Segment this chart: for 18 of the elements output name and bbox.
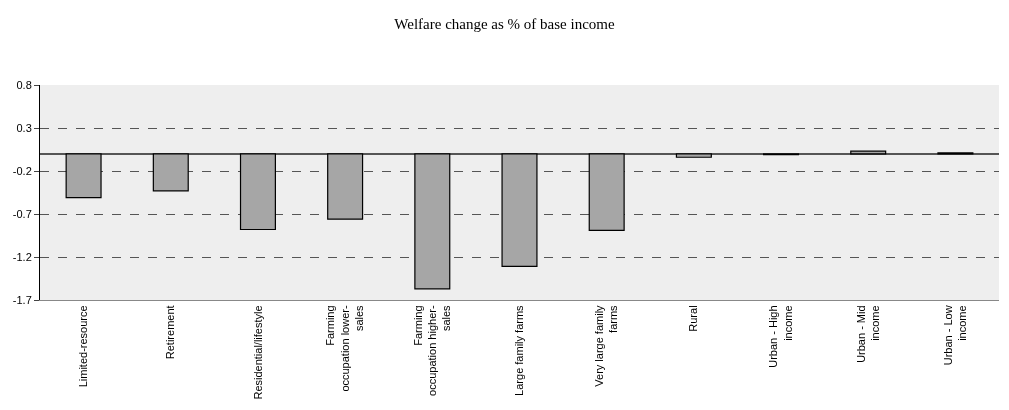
- y-tick-label: -1.2: [12, 250, 32, 263]
- x-tick-label: Retirement: [164, 305, 177, 360]
- x-tick-label: Farming occupation higher- sales: [411, 304, 453, 396]
- y-tick-label: -0.7: [12, 207, 32, 220]
- x-tick-label: Urban - Low income: [941, 305, 969, 366]
- x-tick-label: Urban - High income: [767, 305, 794, 368]
- x-tick-label: Urban - Mid income: [854, 305, 881, 363]
- x-tick-label: Residential/lifestyle: [251, 305, 264, 400]
- x-tick-label: Farming occupation lower- sales: [324, 304, 366, 392]
- y-tick-label: -0.2: [12, 164, 32, 177]
- y-tick-label: 0.3: [16, 121, 32, 134]
- chart-title: Welfare change as % of base income: [394, 15, 616, 32]
- y-tick-label: -1.7: [12, 293, 32, 306]
- x-tick-label: Very large family farms: [593, 304, 620, 387]
- x-tick-label: Limited-resource: [77, 305, 90, 388]
- y-tick-label: 0.8: [16, 78, 32, 91]
- x-tick-label: Large family farms: [513, 304, 526, 396]
- x-tick-label: Rural: [687, 305, 700, 332]
